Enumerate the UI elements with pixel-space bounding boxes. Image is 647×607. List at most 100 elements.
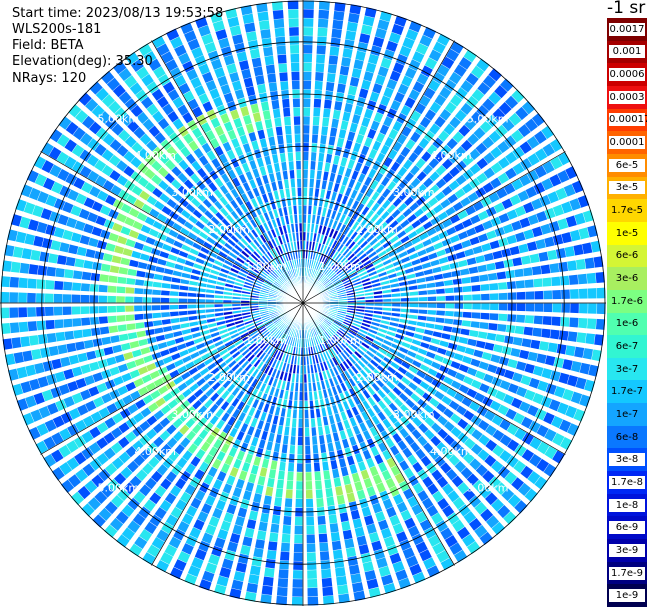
heatmap-cell xyxy=(285,489,294,499)
heatmap-cell xyxy=(418,303,428,308)
heatmap-cell xyxy=(439,364,450,374)
heatmap-cell xyxy=(214,340,224,348)
heatmap-cell xyxy=(251,287,261,292)
heatmap-cell xyxy=(568,274,579,285)
heatmap-cell xyxy=(346,21,358,32)
heatmap-cell xyxy=(62,294,72,303)
heatmap-cell xyxy=(164,544,178,557)
heatmap-cell xyxy=(283,335,289,344)
heatmap-cell xyxy=(294,516,303,526)
heatmap-cell xyxy=(419,549,433,562)
elevation-text: Elevation(deg): 35.30 xyxy=(12,54,153,69)
heatmap-cell xyxy=(245,481,255,492)
heatmap-cell xyxy=(522,201,535,214)
heatmap-cell xyxy=(264,449,272,460)
heatmap-cell xyxy=(346,309,356,314)
heatmap-cell xyxy=(361,277,371,283)
heatmap-cell xyxy=(330,531,341,542)
heatmap-cell xyxy=(280,452,288,463)
heatmap-cell xyxy=(565,344,576,357)
heatmap-cell xyxy=(446,137,458,150)
heatmap-cell xyxy=(423,557,437,570)
heatmap-cell xyxy=(325,340,332,349)
heatmap-cell xyxy=(277,332,284,341)
heatmap-cell xyxy=(344,483,354,494)
heatmap-cell xyxy=(168,346,179,354)
heatmap-cell xyxy=(587,287,597,299)
heatmap-cell xyxy=(155,266,165,274)
heatmap-cell xyxy=(209,403,219,414)
heatmap-cell xyxy=(340,56,351,67)
heatmap-cell xyxy=(426,385,438,396)
ray-separator xyxy=(302,48,469,304)
heatmap-cell xyxy=(405,422,417,433)
heatmap-cell xyxy=(153,200,165,211)
heatmap-cell xyxy=(222,423,232,434)
heatmap-cell xyxy=(249,565,262,576)
heatmap-cell xyxy=(294,143,301,152)
heatmap-cell xyxy=(423,403,435,415)
heatmap-cell xyxy=(249,48,261,59)
heatmap-cell xyxy=(152,312,162,319)
ray-separator xyxy=(25,302,304,427)
heatmap-cell xyxy=(258,246,266,255)
ray-separator xyxy=(302,302,413,587)
heatmap-cell xyxy=(347,240,356,250)
heatmap-cell xyxy=(132,440,145,452)
heatmap-cell xyxy=(331,386,338,396)
heatmap-cell xyxy=(274,227,280,237)
heatmap-cell xyxy=(375,206,385,216)
heatmap-cell xyxy=(329,337,337,346)
heatmap-cell xyxy=(247,256,256,264)
colorbar-tick-label: 0.0006 xyxy=(609,68,645,82)
heatmap-cell xyxy=(354,362,363,372)
heatmap-cell xyxy=(513,412,525,425)
colorbar-tick-label: 3e-9 xyxy=(609,543,645,557)
heatmap-cell xyxy=(235,562,248,573)
heatmap-cell xyxy=(391,307,401,312)
heatmap-cell xyxy=(396,229,407,239)
heatmap-cell xyxy=(234,165,243,176)
ray-separator xyxy=(25,179,304,304)
heatmap-cell xyxy=(234,515,246,527)
heatmap-cell xyxy=(558,261,569,272)
heatmap-cell xyxy=(390,465,401,476)
heatmap-cell xyxy=(199,215,209,225)
heatmap-cell xyxy=(378,164,389,175)
heatmap-cell xyxy=(397,381,407,391)
heatmap-cell xyxy=(255,380,263,390)
heatmap-cell xyxy=(150,389,161,400)
ray-separator xyxy=(302,111,539,304)
heatmap-cell xyxy=(135,322,145,330)
heatmap-cell xyxy=(561,231,572,244)
heatmap-cell xyxy=(358,88,369,99)
ray-separator xyxy=(137,302,304,558)
heatmap-cell xyxy=(531,226,543,238)
heatmap-cell xyxy=(126,323,136,331)
heatmap-cell xyxy=(355,249,365,258)
heatmap-cell xyxy=(395,333,405,340)
heatmap-cell xyxy=(288,161,294,171)
heatmap-cell xyxy=(394,452,405,464)
heatmap-cell xyxy=(237,507,248,518)
heatmap-cell xyxy=(411,219,422,229)
ray-separator xyxy=(32,302,304,442)
heatmap-cell xyxy=(179,424,190,436)
heatmap-cell xyxy=(529,253,540,264)
heatmap-cell xyxy=(198,429,209,440)
heatmap-cell xyxy=(249,330,259,337)
heatmap-cell xyxy=(397,439,408,451)
heatmap-cell xyxy=(322,245,328,254)
heatmap-cell xyxy=(212,336,222,343)
heatmap-cell xyxy=(289,44,300,54)
heatmap-cell xyxy=(352,339,361,347)
heatmap-cell xyxy=(380,343,390,351)
heatmap-cell xyxy=(67,380,79,393)
heatmap-cell xyxy=(350,231,358,240)
heatmap-cell xyxy=(141,203,153,214)
range-ring-label: 3.00km xyxy=(393,186,435,199)
heatmap-cell xyxy=(463,294,472,301)
heatmap-cell xyxy=(195,448,206,460)
heatmap-cell xyxy=(187,298,197,303)
heatmap-cell xyxy=(351,324,360,331)
